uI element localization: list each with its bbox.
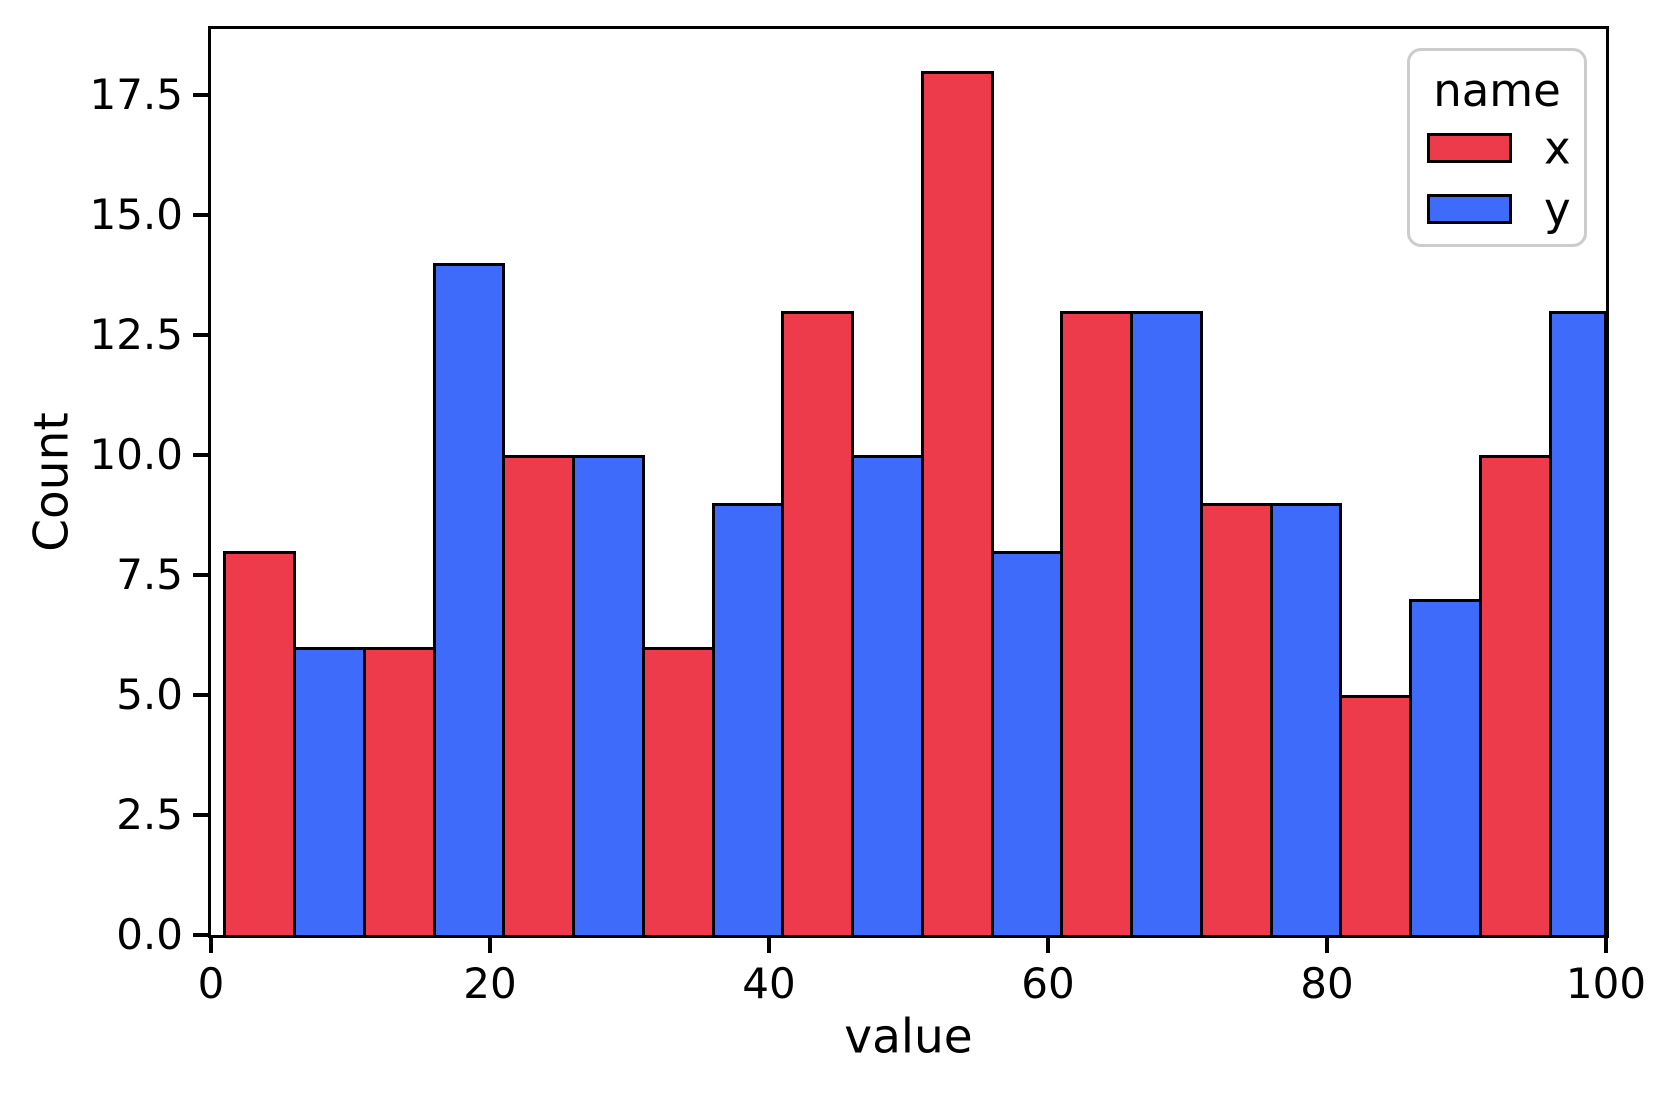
y-tick-label: 10.0 [89,429,183,479]
histogram-bar-x [920,70,994,935]
x-tick-label: 80 [1300,959,1354,1008]
y-tick-label: 15.0 [89,189,183,239]
histogram-bar-y [1269,502,1343,935]
histogram-bar-y [432,262,506,935]
y-axis-label: Count [24,412,80,552]
histogram-bar-x [1060,310,1134,935]
y-tick [193,452,208,457]
y-tick-label: 7.5 [116,549,183,599]
histogram-bar-x [1339,694,1413,935]
x-tick [767,938,771,953]
x-tick-label: 20 [463,959,517,1008]
y-tick [193,692,208,697]
y-tick [193,212,208,217]
legend-title: name [1433,64,1561,117]
x-tick [1325,938,1329,953]
histogram-bar-y [851,454,924,935]
y-tick-label: 12.5 [89,309,183,359]
y-tick-label: 17.5 [89,69,183,119]
x-tick [1604,938,1608,953]
histogram-bar-x [502,454,576,935]
histogram-bar-x [1478,454,1552,935]
histogram-bar-y [1130,310,1203,935]
x-tick-label: 100 [1565,959,1647,1008]
x-tick [1046,938,1050,953]
x-tick [209,938,213,953]
histogram-bar-x [781,310,855,935]
y-tick [193,572,208,577]
histogram-bar-y [293,646,366,935]
plot-area [211,29,1608,935]
legend-swatch-y [1427,194,1512,224]
histogram-bar-y [572,454,645,935]
y-tick [193,332,208,337]
x-tick-label: 0 [197,959,225,1008]
legend-swatch-x [1427,133,1512,163]
y-tick-label: 0.0 [116,910,183,959]
y-tick [193,92,208,97]
histogram-bar-x [641,646,715,935]
histogram-bar-x [362,646,436,935]
histogram-bar-y [1409,598,1482,935]
legend-label-x: x [1544,121,1571,175]
histogram-bar-y [1548,310,1608,935]
y-tick-label: 5.0 [116,669,183,719]
y-tick [193,812,208,817]
histogram-bar-x [1199,502,1273,935]
x-tick-label: 40 [742,959,796,1008]
histogram-bar-y [990,550,1064,935]
x-tick-label: 60 [1021,959,1075,1008]
x-axis-label: value [844,1009,973,1065]
y-tick-label: 2.5 [116,789,183,839]
histogram-bar-y [711,502,785,935]
histogram-bar-x [223,550,297,935]
legend-label-y: y [1544,182,1571,236]
y-tick [193,933,208,937]
x-tick [488,938,492,953]
